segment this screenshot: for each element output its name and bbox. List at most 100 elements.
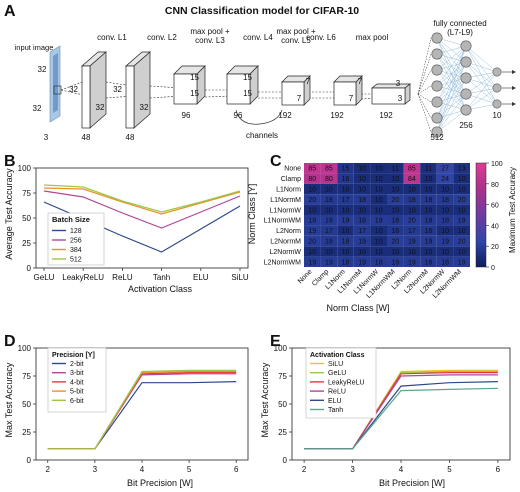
fc-output-arrowhead <box>512 70 516 74</box>
input-dim-channels: 3 <box>44 133 49 142</box>
heatmap-cell <box>370 183 387 195</box>
heatmap-c-xlabel: Norm Class [W] <box>327 303 390 313</box>
heatmap-cell-value: 17 <box>408 228 416 235</box>
heatmap-cell <box>337 183 354 195</box>
heatmap-cell-value: 18 <box>375 259 383 266</box>
heatmap-cell-value: 20 <box>308 239 316 246</box>
heatmap-cell-value: 84 <box>408 176 416 183</box>
layer-l4-height: 15 <box>243 73 252 82</box>
heatmap-cell-value: 20 <box>458 197 466 204</box>
fc-connection <box>465 71 498 95</box>
colorbar-tick-label: 40 <box>491 223 499 230</box>
heatmap-cell <box>304 215 321 226</box>
panel-a-letter: A <box>4 3 16 20</box>
fc-neuron-l1 <box>431 64 443 76</box>
layer-l3-depth: 96 <box>182 111 191 120</box>
fc-neuron-l1 <box>431 32 443 44</box>
colorbar-tick-label: 20 <box>491 244 499 251</box>
conv-block-l6 <box>333 75 363 106</box>
heatmap-row-label: L1NormWM <box>264 218 302 225</box>
fc-neuron-l1 <box>431 80 443 92</box>
heatmap-cell-value: 85 <box>325 166 333 173</box>
heatmap-row-label: None <box>284 166 301 173</box>
legend-label-3-bit: 3-bit <box>70 370 84 377</box>
colorbar-tick-label: 0 <box>491 265 495 272</box>
heatmap-cell <box>420 235 437 247</box>
heatmap-cell <box>436 225 454 236</box>
heatmap-cell <box>353 183 371 195</box>
heatmap-cell-value: 20 <box>458 239 466 246</box>
heatmap-cell <box>403 246 421 257</box>
layer-l1-label: conv. L1 <box>97 33 127 42</box>
layer-l5-depth: 192 <box>278 111 292 120</box>
heatmap-cell-value: 10 <box>425 249 433 256</box>
y-tick-label: 0 <box>283 456 288 465</box>
heatmap-cell <box>304 225 321 236</box>
conv-block-l3 <box>173 65 206 105</box>
layer-l6-depth: 192 <box>330 111 344 120</box>
conv-block-l2 <box>125 51 151 129</box>
y-tick-label: 50 <box>22 400 31 409</box>
heatmap-cell-value: 18 <box>391 218 399 225</box>
heatmap-cell-value: 10 <box>425 176 433 183</box>
heatmap-cell-value: 19 <box>308 218 316 225</box>
heatmap-cell <box>370 163 387 174</box>
heatmap-cell-value: 10 <box>408 207 416 214</box>
fc-input-line <box>417 93 432 119</box>
fc-connection <box>436 45 467 71</box>
heatmap-cell <box>403 173 421 184</box>
fc-input-line <box>417 37 432 95</box>
layer-l6-label: conv. L6 <box>306 33 336 42</box>
fc-size-256: 256 <box>459 121 473 130</box>
fc-size-512: 512 <box>430 133 444 142</box>
layer-l3-width: 15 <box>190 89 199 98</box>
heatmap-cell-value: 10 <box>425 187 433 194</box>
layer-l6-height: 7 <box>358 77 363 86</box>
heatmap-cell-value: 20 <box>391 239 399 246</box>
heatmap-cell-value: 19 <box>375 218 383 225</box>
panel-e: E 0 25 50 75 100 2 3 4 5 6 Bit Precision [W] Max … <box>260 333 511 488</box>
fc-connection <box>436 61 467 119</box>
heatmap-cell <box>387 256 404 267</box>
fc-output-arrowhead <box>512 86 516 90</box>
heatmap-cell-value: 80 <box>325 176 333 183</box>
heatmap-cell <box>353 256 371 267</box>
heatmap-cell-value: 19 <box>425 239 433 246</box>
heatmap-cell-value: 85 <box>408 166 416 173</box>
series-line-6-bit <box>47 369 237 450</box>
heatmap-cell-value: 10 <box>325 187 333 194</box>
series-line-384 <box>43 187 241 215</box>
fc-connection <box>465 71 498 111</box>
heatmap-cell-value: 10 <box>458 187 466 194</box>
heatmap-cell <box>370 215 387 226</box>
heatmap-cell-value: 85 <box>308 166 316 173</box>
heatmap-cell-value: 10 <box>458 249 466 256</box>
heatmap-cell-value: 10 <box>375 207 383 214</box>
heatmap-cell <box>403 225 421 236</box>
layer-l1-width: 32 <box>96 103 105 112</box>
layer-l4-width: 15 <box>243 89 252 98</box>
series-line-tanh <box>304 387 498 450</box>
heatmap-cell <box>387 173 404 184</box>
fc-connection <box>436 45 467 119</box>
heatmap-cell-value: 10 <box>358 166 366 173</box>
y-tick-label: 75 <box>22 189 31 198</box>
heatmap-cell <box>320 215 338 226</box>
panel-e-letter: E <box>270 333 281 350</box>
heatmap-cell-value: 20 <box>308 197 316 204</box>
heatmap-cell-value: 18 <box>441 259 449 266</box>
legend-label-2-bit: 2-bit <box>70 361 84 368</box>
legend-label-elu: ELU <box>328 398 342 405</box>
heatmap-cell <box>453 235 470 247</box>
heatmap-cell-value: 10 <box>375 187 383 194</box>
chart-d-legend-title: Precision [Y] <box>52 352 95 359</box>
layer-l3-height: 15 <box>190 73 199 82</box>
layer-pool-depth: 192 <box>379 111 393 120</box>
heatmap-cell <box>304 194 321 205</box>
x-tick-label: GeLU <box>34 273 55 282</box>
layer-pool-label: max pool <box>356 33 389 42</box>
heatmap-cell-value: 10 <box>458 176 466 183</box>
heatmap-cell-value: 18 <box>342 239 350 246</box>
heatmap-cell-value: 18 <box>425 259 433 266</box>
heatmap-row-label: Clamp <box>281 176 301 183</box>
